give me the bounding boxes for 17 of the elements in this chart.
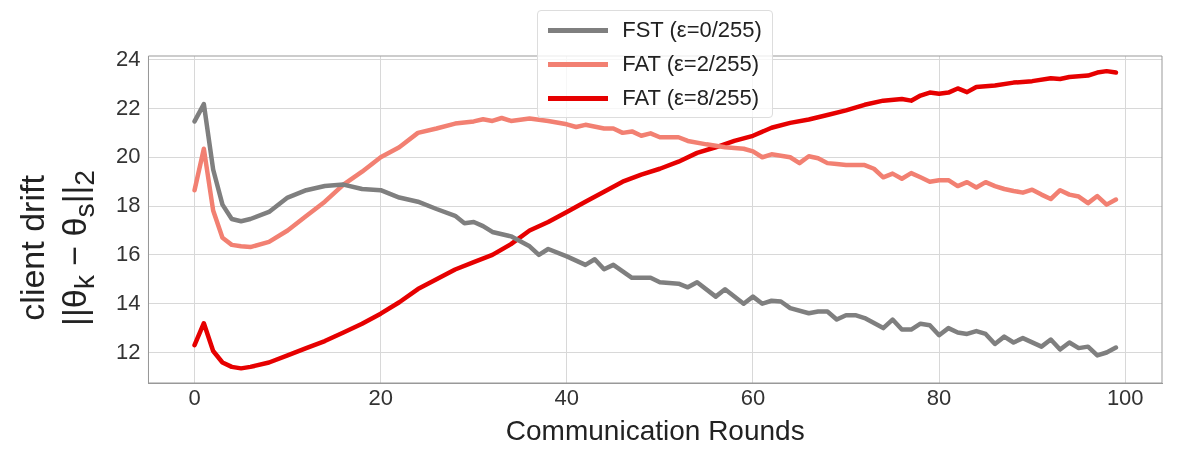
y-tick-label: 14 (115, 289, 141, 315)
y-tick-label: 20 (115, 143, 141, 169)
y-tick-label: 16 (115, 240, 141, 266)
legend-label: FAT (ε=8/255) (622, 84, 760, 112)
x-tick-label: 80 (926, 385, 952, 411)
y-tick-label: 24 (115, 45, 141, 71)
x-tick-label: 0 (188, 385, 201, 411)
x-tick-label: 40 (554, 385, 580, 411)
y-tick-label: 12 (115, 338, 141, 364)
x-tick-label: 100 (1106, 385, 1144, 411)
legend-label: FAT (ε=2/255) (622, 50, 760, 78)
x-tick-label: 20 (368, 385, 393, 411)
legend-label: FST (ε=0/255) (622, 16, 762, 44)
x-tick-label: 60 (740, 385, 766, 411)
x-axis-title: Communication Rounds (505, 414, 805, 446)
y-tick-label: 18 (115, 192, 141, 218)
y-tick-label: 22 (115, 94, 141, 120)
